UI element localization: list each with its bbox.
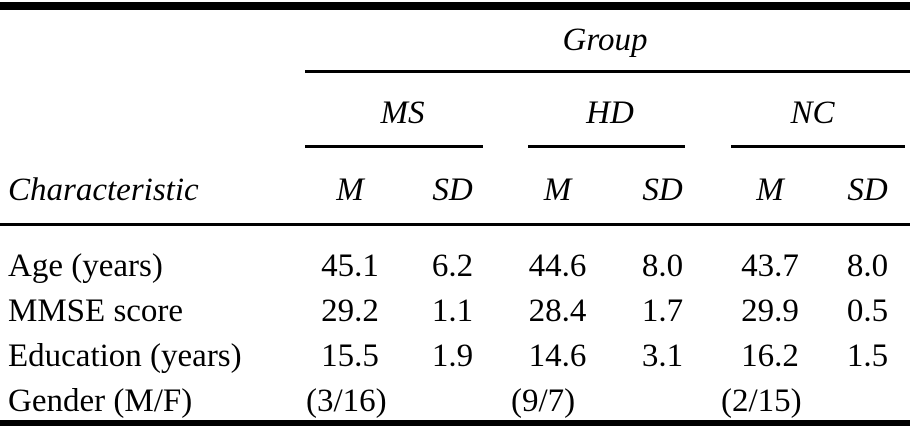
ms-mean-header: M bbox=[300, 148, 400, 226]
data-cell: 45.1 bbox=[321, 247, 379, 284]
data-cell: 14.6 bbox=[528, 337, 587, 374]
nc-mean-header: M bbox=[715, 148, 825, 226]
data-cell: (3/16) bbox=[306, 382, 387, 419]
hd-mean-header: M bbox=[505, 148, 610, 226]
data-cell: 1.7 bbox=[641, 292, 684, 329]
ms-spanner-label: MS bbox=[380, 95, 425, 131]
table-row-mmse: MMSE score 29.2 1.1 28.4 1.7 29.9 0.5 bbox=[0, 285, 910, 330]
hd-spanner-cell: HD bbox=[505, 73, 715, 148]
hd-spanner-label: HD bbox=[586, 95, 634, 131]
data-cell: 1.5 bbox=[846, 337, 889, 374]
group-spanner-rule bbox=[305, 70, 910, 73]
stub-spacer bbox=[0, 6, 300, 73]
row-label: Age (years) bbox=[8, 247, 163, 284]
row-label: MMSE score bbox=[8, 292, 184, 329]
nc-sd-header: SD bbox=[825, 148, 910, 226]
data-cell: 44.6 bbox=[528, 247, 587, 284]
data-cell: 1.1 bbox=[431, 292, 474, 329]
group-spanner-row: Group bbox=[0, 6, 910, 73]
data-cell: 28.4 bbox=[528, 292, 587, 329]
data-cell: 29.2 bbox=[321, 292, 379, 329]
nc-spanner-cell: NC bbox=[715, 73, 910, 148]
data-cell: (2/15) bbox=[721, 382, 802, 419]
table-row-age: Age (years) 45.1 6.2 44.6 8.0 43.7 8.0 bbox=[0, 224, 910, 285]
data-cell: 15.5 bbox=[321, 337, 379, 374]
row-label: Education (years) bbox=[8, 337, 242, 374]
ms-sd-header: SD bbox=[400, 148, 505, 226]
ms-spanner-rule bbox=[305, 145, 483, 148]
hd-sd-header: SD bbox=[610, 148, 715, 226]
hd-spanner-rule bbox=[528, 145, 685, 148]
data-cell: 8.0 bbox=[641, 247, 684, 284]
stub-header: Characteristic bbox=[0, 148, 300, 226]
data-cell: (9/7) bbox=[511, 382, 576, 419]
data-cell: 1.9 bbox=[431, 337, 474, 374]
row-label: Gender (M/F) bbox=[8, 382, 193, 419]
data-cell: 43.7 bbox=[741, 247, 799, 284]
table-row-gender: Gender (M/F) (3/16) (9/7) (2/15) bbox=[0, 375, 910, 423]
subgroup-spanner-row: MS HD NC bbox=[0, 73, 910, 148]
data-cell: 16.2 bbox=[741, 337, 799, 374]
group-spanner-cell: Group bbox=[300, 6, 910, 73]
data-cell: 29.9 bbox=[741, 292, 799, 329]
column-header-row: Characteristic M SD M SD M SD bbox=[0, 148, 910, 226]
nc-spanner-rule bbox=[731, 145, 906, 148]
demographics-table: Group MS HD NC Cha bbox=[0, 2, 910, 426]
group-spanner-label: Group bbox=[562, 22, 648, 58]
stub-spacer bbox=[0, 73, 300, 148]
data-cell: 8.0 bbox=[846, 247, 889, 284]
data-cell: 3.1 bbox=[641, 337, 684, 374]
nc-spanner-label: NC bbox=[790, 95, 835, 131]
data-cell: 0.5 bbox=[846, 292, 889, 329]
data-cell: 6.2 bbox=[431, 247, 474, 284]
table-row-education: Education (years) 15.5 1.9 14.6 3.1 16.2… bbox=[0, 330, 910, 375]
ms-spanner-cell: MS bbox=[300, 73, 505, 148]
